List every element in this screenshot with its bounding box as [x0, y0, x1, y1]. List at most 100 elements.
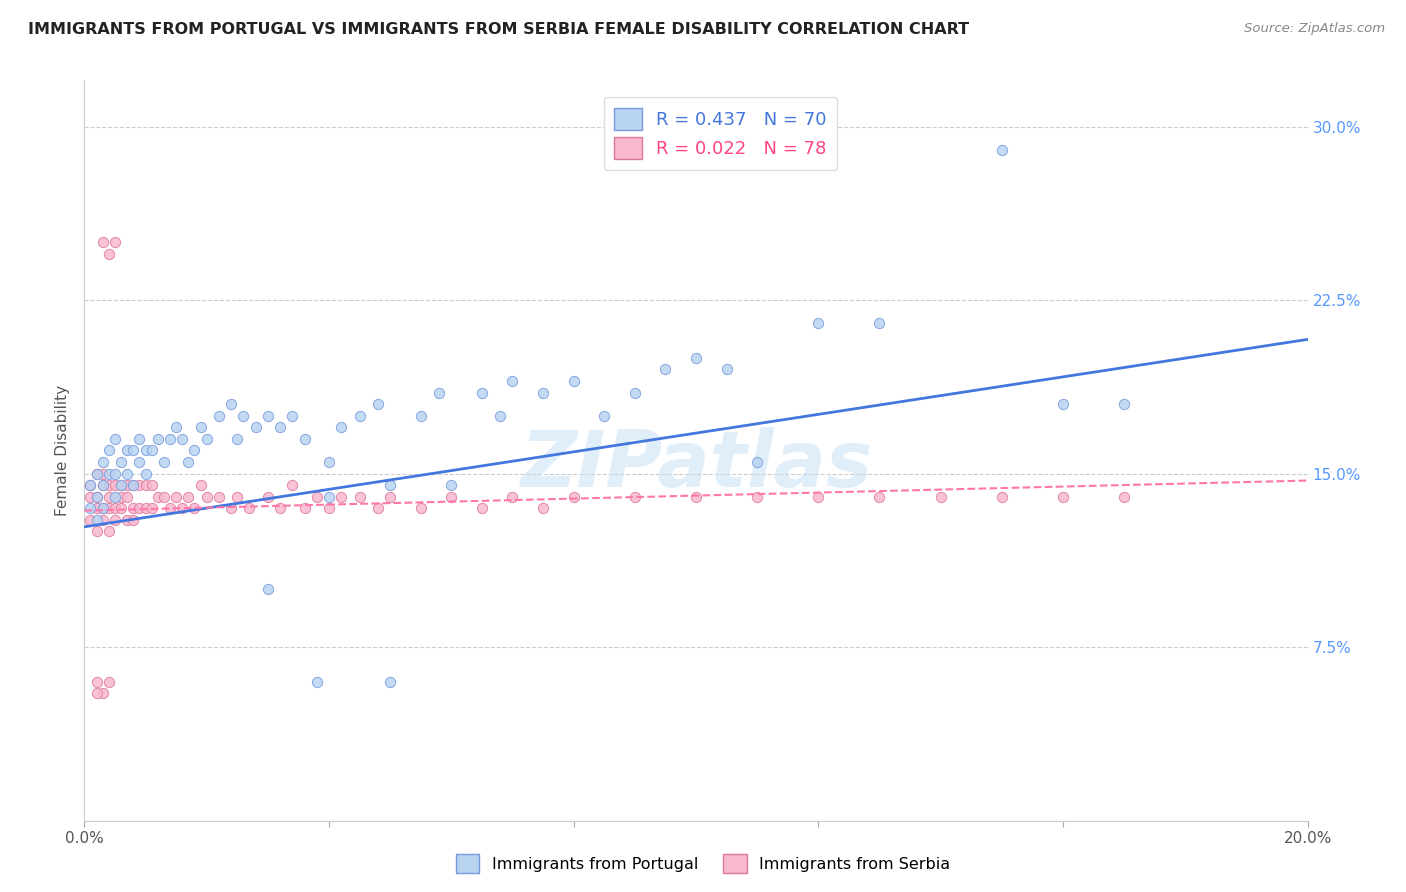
- Point: [135, 501, 157, 516]
- Point: [409, 501, 432, 516]
- Point: [685, 490, 707, 504]
- Point: [128, 501, 150, 516]
- Point: [195, 490, 218, 504]
- Point: [1114, 397, 1136, 411]
- Point: [294, 432, 316, 446]
- Point: [409, 409, 432, 423]
- Point: [318, 501, 340, 516]
- Point: [91, 478, 114, 492]
- Point: [104, 490, 127, 504]
- Point: [79, 513, 101, 527]
- Point: [219, 397, 242, 411]
- Point: [489, 409, 512, 423]
- Point: [91, 455, 114, 469]
- Point: [86, 490, 108, 504]
- Point: [869, 490, 891, 504]
- Point: [502, 490, 524, 504]
- Point: [380, 674, 402, 689]
- Point: [97, 478, 120, 492]
- Point: [153, 490, 176, 504]
- Point: [531, 385, 554, 400]
- Point: [122, 513, 145, 527]
- Point: [305, 674, 328, 689]
- Point: [257, 409, 280, 423]
- Point: [97, 524, 120, 539]
- Point: [153, 455, 176, 469]
- Point: [226, 432, 249, 446]
- Point: [146, 432, 169, 446]
- Point: [135, 443, 157, 458]
- Point: [165, 420, 187, 434]
- Point: [190, 478, 212, 492]
- Point: [1052, 490, 1074, 504]
- Point: [91, 478, 114, 492]
- Point: [128, 478, 150, 492]
- Point: [208, 490, 231, 504]
- Point: [128, 455, 150, 469]
- Point: [208, 409, 231, 423]
- Point: [122, 478, 145, 492]
- Text: ZIPatlas: ZIPatlas: [520, 427, 872, 503]
- Point: [86, 501, 108, 516]
- Text: Source: ZipAtlas.com: Source: ZipAtlas.com: [1244, 22, 1385, 36]
- Point: [427, 385, 450, 400]
- Point: [190, 420, 212, 434]
- Point: [245, 420, 267, 434]
- Point: [110, 478, 132, 492]
- Point: [97, 674, 120, 689]
- Point: [165, 490, 187, 504]
- Point: [79, 478, 101, 492]
- Point: [269, 501, 291, 516]
- Point: [97, 501, 120, 516]
- Point: [172, 501, 194, 516]
- Point: [110, 455, 132, 469]
- Point: [91, 686, 114, 700]
- Point: [86, 513, 108, 527]
- Point: [281, 478, 304, 492]
- Legend: R = 0.437   N = 70, R = 0.022   N = 78: R = 0.437 N = 70, R = 0.022 N = 78: [603, 96, 838, 169]
- Point: [502, 374, 524, 388]
- Point: [177, 490, 200, 504]
- Point: [238, 501, 260, 516]
- Point: [807, 316, 830, 330]
- Point: [471, 385, 494, 400]
- Point: [115, 490, 138, 504]
- Point: [318, 455, 340, 469]
- Point: [269, 420, 291, 434]
- Point: [294, 501, 316, 516]
- Point: [104, 432, 127, 446]
- Point: [232, 409, 254, 423]
- Point: [141, 443, 163, 458]
- Point: [104, 513, 127, 527]
- Point: [91, 513, 114, 527]
- Point: [128, 432, 150, 446]
- Point: [159, 432, 181, 446]
- Point: [79, 501, 101, 516]
- Point: [104, 478, 127, 492]
- Point: [122, 478, 145, 492]
- Point: [91, 501, 114, 516]
- Point: [440, 478, 463, 492]
- Point: [624, 385, 647, 400]
- Point: [281, 409, 304, 423]
- Point: [257, 582, 280, 597]
- Point: [97, 247, 120, 261]
- Point: [1052, 397, 1074, 411]
- Point: [440, 490, 463, 504]
- Point: [685, 351, 707, 365]
- Point: [97, 490, 120, 504]
- Point: [110, 501, 132, 516]
- Point: [349, 490, 371, 504]
- Point: [929, 490, 952, 504]
- Point: [115, 478, 138, 492]
- Point: [257, 490, 280, 504]
- Point: [380, 478, 402, 492]
- Point: [141, 501, 163, 516]
- Point: [146, 490, 169, 504]
- Point: [79, 478, 101, 492]
- Point: [97, 467, 120, 481]
- Point: [79, 490, 101, 504]
- Point: [380, 490, 402, 504]
- Point: [159, 501, 181, 516]
- Point: [86, 686, 108, 700]
